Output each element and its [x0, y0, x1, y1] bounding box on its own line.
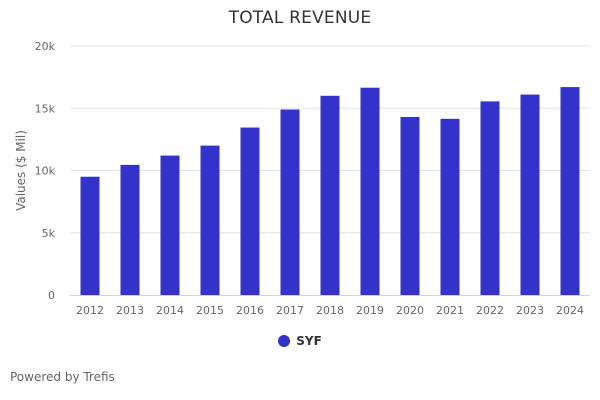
bars: [80, 87, 580, 296]
x-tick-label: 2023: [516, 304, 544, 317]
legend-marker-icon: [278, 335, 291, 347]
x-tick-label: 2013: [116, 304, 144, 317]
x-tick-label: 2024: [556, 304, 584, 317]
x-axis-ticks: 2012 2013 2014 2015 2016 2017 2018 2019 2020 2021…: [76, 304, 584, 317]
chart-title: TOTAL REVENUE: [228, 8, 372, 28]
x-tick-label: 2019: [356, 304, 384, 317]
y-axis-title: Values ($ Mil): [14, 130, 28, 211]
bar-2016[interactable]: [240, 127, 260, 295]
bar-2013[interactable]: [120, 164, 140, 295]
x-tick-label: 2014: [156, 304, 184, 317]
y-tick-label: 10k: [35, 165, 56, 178]
y-tick-label: 5k: [42, 227, 56, 240]
bar-2023[interactable]: [520, 94, 540, 296]
bar-2021[interactable]: [440, 118, 460, 296]
bar-2022[interactable]: [480, 101, 500, 295]
y-tick-label: 0: [48, 289, 55, 302]
x-tick-label: 2017: [276, 304, 304, 317]
bar-2020[interactable]: [400, 116, 420, 295]
bar-2024[interactable]: [560, 87, 580, 296]
bar-2015[interactable]: [200, 145, 220, 295]
credit-text[interactable]: Powered by Trefis: [10, 370, 115, 384]
x-tick-label: 2018: [316, 304, 344, 317]
y-tick-label: 20k: [35, 40, 56, 53]
x-tick-label: 2016: [236, 304, 264, 317]
y-axis-ticks: 0 5k 10k 15k 20k: [35, 40, 56, 302]
bar-2012[interactable]: [80, 176, 100, 295]
bar-2014[interactable]: [160, 155, 180, 295]
x-tick-label: 2021: [436, 304, 464, 317]
x-tick-label: 2020: [396, 304, 424, 317]
bar-2018[interactable]: [320, 95, 340, 295]
x-tick-label: 2015: [196, 304, 224, 317]
legend[interactable]: SYF: [0, 334, 600, 348]
legend-label[interactable]: SYF: [296, 334, 322, 348]
y-tick-label: 15k: [35, 102, 56, 115]
bar-2019[interactable]: [360, 87, 380, 296]
x-tick-label: 2022: [476, 304, 504, 317]
bar-2017[interactable]: [280, 109, 300, 296]
x-tick-label: 2012: [76, 304, 104, 317]
